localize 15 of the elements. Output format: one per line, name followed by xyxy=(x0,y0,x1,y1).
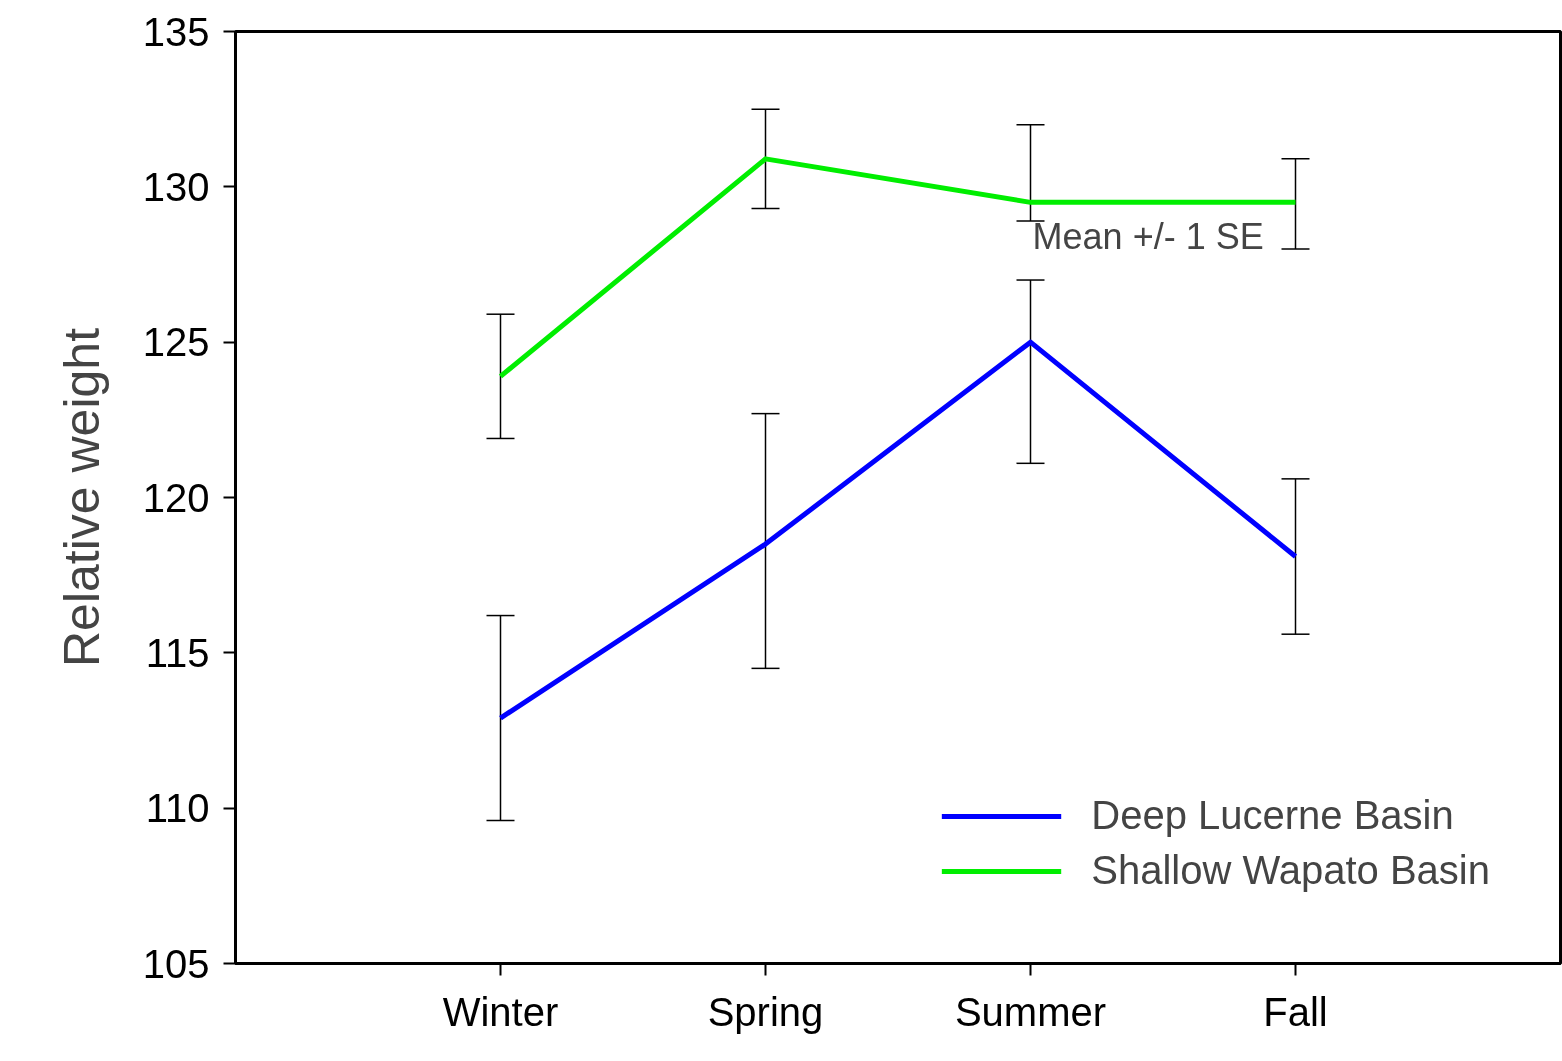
x-tick-label: Spring xyxy=(707,989,824,1034)
y-tick-label: 130 xyxy=(142,164,210,209)
y-tick-label: 135 xyxy=(142,9,210,54)
y-axis-title: Relative weight xyxy=(53,327,110,668)
legend-label: Deep Lucerne Basin xyxy=(1091,793,1454,838)
legend-label: Shallow Wapato Basin xyxy=(1091,848,1490,893)
annotation: Mean +/- 1 SE xyxy=(1032,216,1264,258)
y-tick-label: 120 xyxy=(142,475,210,520)
x-tick-label: Winter xyxy=(442,989,559,1034)
y-tick-label: 125 xyxy=(142,320,210,365)
x-tick-label: Summer xyxy=(954,989,1107,1034)
y-tick-label: 110 xyxy=(145,786,210,831)
y-tick-label: 115 xyxy=(145,630,210,675)
x-tick-label: Fall xyxy=(1263,989,1328,1034)
y-tick-label: 105 xyxy=(142,941,210,986)
